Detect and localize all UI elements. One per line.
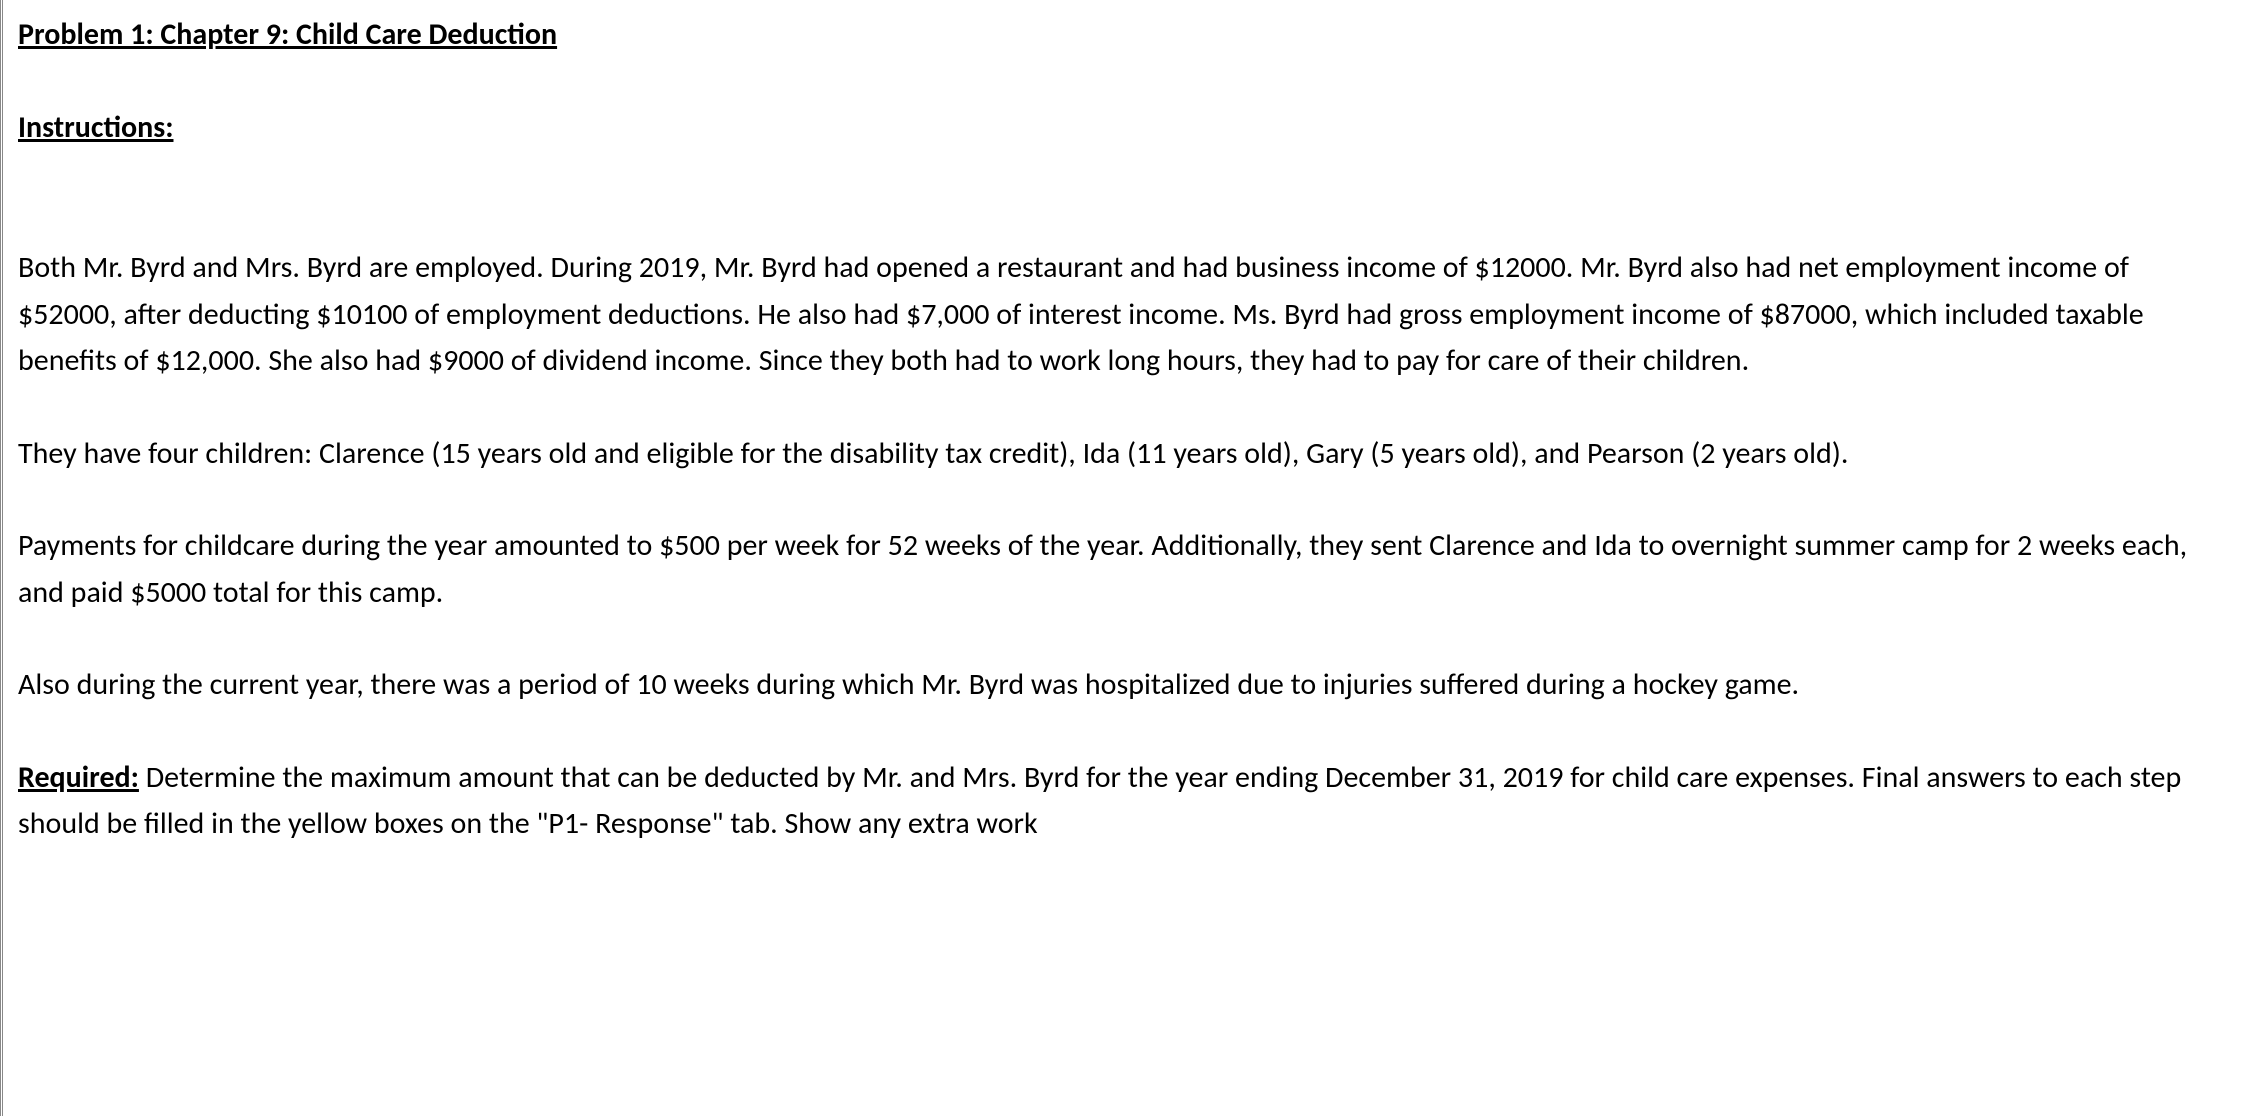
spacer — [18, 59, 2218, 105]
spacer — [18, 616, 2218, 662]
left-grid-border — [0, 0, 3, 1116]
required-text: Determine the maximum amount that can be… — [18, 759, 2181, 843]
paragraph-payments: Payments for childcare during the year a… — [18, 523, 2218, 616]
instructions-heading: Instructions: — [18, 105, 2218, 152]
spacer — [18, 151, 2218, 199]
spacer — [18, 199, 2218, 245]
problem-title: Problem 1: Chapter 9: Child Care Deducti… — [18, 12, 2218, 59]
paragraph-background: Both Mr. Byrd and Mrs. Byrd are employed… — [18, 245, 2218, 385]
required-label: Required: — [18, 759, 139, 796]
paragraph-required: Required: Determine the maximum amount t… — [18, 755, 2218, 848]
paragraph-hospitalization: Also during the current year, there was … — [18, 662, 2218, 709]
spacer — [18, 385, 2218, 431]
paragraph-children: They have four children: Clarence (15 ye… — [18, 431, 2218, 478]
spacer — [18, 709, 2218, 755]
spacer — [18, 477, 2218, 523]
document-body: Problem 1: Chapter 9: Child Care Deducti… — [18, 12, 2218, 848]
